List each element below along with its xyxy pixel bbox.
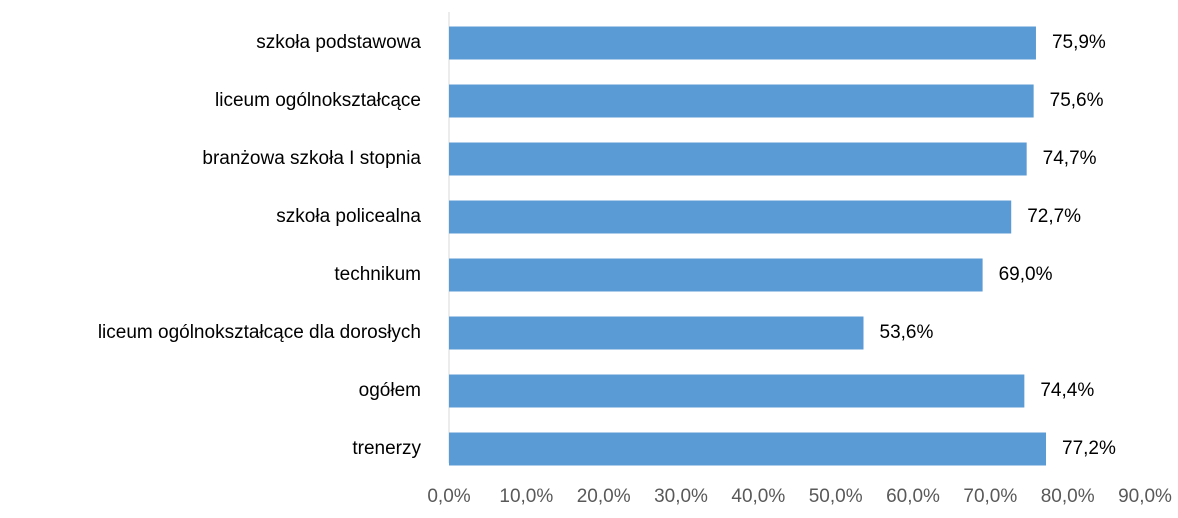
data-label: 77,2% [1062, 438, 1116, 459]
x-tick-label: 20,0% [577, 486, 631, 507]
y-tick-label: szkoła policealna [276, 206, 421, 227]
bar [449, 432, 1047, 466]
y-tick-label: ogółem [359, 380, 421, 401]
x-tick-label: 30,0% [654, 486, 708, 507]
data-label: 69,0% [999, 264, 1053, 285]
x-tick-label: 0,0% [427, 486, 470, 507]
y-tick-label: szkoła podstawowa [256, 32, 421, 53]
x-tick-label: 40,0% [731, 486, 785, 507]
y-tick-label: trenerzy [352, 438, 421, 459]
bar [449, 316, 864, 350]
x-tick-label: 90,0% [1118, 486, 1172, 507]
data-label: 74,4% [1040, 380, 1094, 401]
bar [449, 374, 1025, 408]
x-tick-label: 50,0% [809, 486, 863, 507]
data-label: 75,6% [1050, 90, 1104, 111]
bar [449, 200, 1012, 234]
bar [449, 26, 1036, 60]
y-tick-label: branżowa szkoła I stopnia [202, 148, 421, 169]
data-label: 75,9% [1052, 32, 1106, 53]
bar [449, 84, 1034, 118]
x-tick-label: 80,0% [1041, 486, 1095, 507]
y-tick-label: technikum [334, 264, 421, 285]
bar [449, 142, 1027, 176]
data-label: 72,7% [1027, 206, 1081, 227]
x-tick-label: 70,0% [963, 486, 1017, 507]
data-label: 53,6% [880, 322, 934, 343]
data-label: 74,7% [1043, 148, 1097, 169]
x-tick-label: 60,0% [886, 486, 940, 507]
x-tick-label: 10,0% [499, 486, 553, 507]
bar [449, 258, 983, 292]
y-tick-label: liceum ogólnokształcące [215, 90, 421, 111]
y-tick-label: liceum ogólnokształcące dla dorosłych [98, 322, 421, 343]
